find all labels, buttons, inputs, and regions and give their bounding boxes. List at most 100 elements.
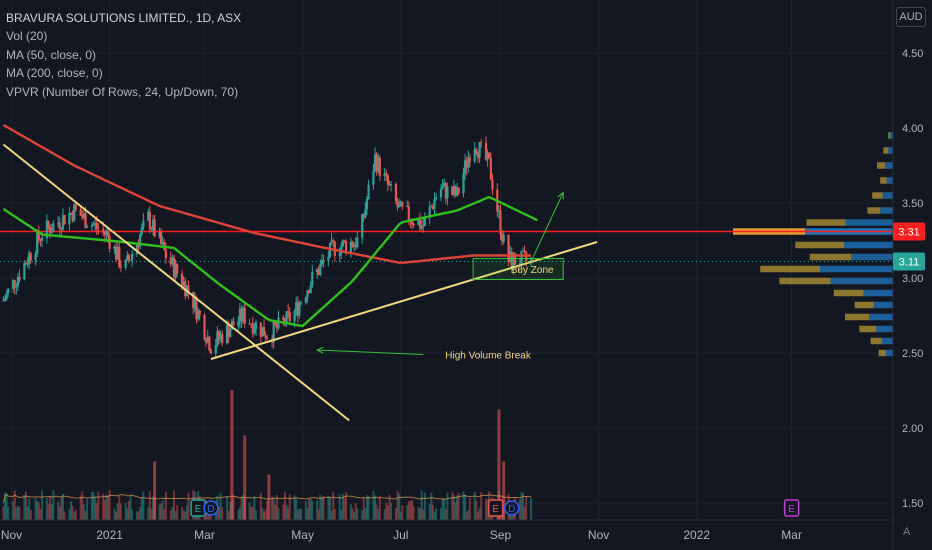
- candle-body: [52, 223, 55, 232]
- volume-bar: [478, 507, 481, 520]
- candle-body: [116, 247, 119, 260]
- x-tick-label: May: [291, 528, 314, 542]
- candle-body: [401, 201, 404, 207]
- legend-volume[interactable]: Vol (20): [6, 29, 48, 44]
- candle-body: [119, 266, 122, 268]
- volume-bar: [287, 507, 290, 520]
- volume-bar: [94, 497, 97, 520]
- volume-bar: [473, 492, 476, 520]
- candle-body: [309, 285, 312, 294]
- volume-bar: [95, 502, 98, 520]
- vpvr-bar-down: [867, 207, 881, 214]
- candle-body: [332, 240, 335, 242]
- volume-bar: [275, 495, 278, 520]
- vpvr-bar-down: [870, 337, 882, 345]
- candle-body: [95, 222, 98, 229]
- volume-bar: [108, 490, 111, 520]
- volume-bar: [430, 492, 433, 520]
- volume-bar: [456, 495, 459, 520]
- candle-body: [150, 229, 153, 231]
- volume-bar: [407, 501, 410, 520]
- volume-bar: [399, 511, 402, 520]
- candle-body: [84, 213, 87, 228]
- candle-body: [317, 269, 320, 275]
- resistance-line[interactable]: [0, 230, 893, 262]
- volume-bar: [185, 505, 188, 520]
- volume-bar: [232, 494, 235, 520]
- y-tick-label: 3.00: [902, 273, 923, 285]
- candle-body: [3, 298, 7, 301]
- volume-bar: [317, 509, 320, 520]
- candle-body: [106, 231, 110, 236]
- volume-bar: [58, 506, 61, 520]
- volume-bar: [419, 508, 422, 520]
- volume-bar: [411, 500, 414, 520]
- candle-body: [7, 288, 10, 293]
- drawings[interactable]: Buy Zone High Volume Break: [2, 143, 598, 422]
- candle-body: [37, 231, 40, 240]
- volume-average-line: [2, 493, 532, 503]
- currency-button[interactable]: AUD: [896, 7, 926, 27]
- volume-bar: [163, 508, 166, 520]
- volume-bar: [161, 500, 164, 520]
- volume-bar: [462, 491, 465, 520]
- volume-bar: [164, 491, 167, 520]
- volume-bar: [446, 492, 449, 520]
- candle-body: [398, 205, 401, 208]
- volume-bar: [288, 494, 291, 520]
- volume-bar: [525, 496, 528, 520]
- candle-body: [58, 222, 61, 229]
- volume-bar: [468, 498, 471, 520]
- volume-spike: [497, 409, 501, 520]
- candle-body: [205, 339, 208, 343]
- candle-body: [361, 214, 364, 238]
- volume-bar: [147, 507, 150, 520]
- volume-bar: [464, 495, 467, 520]
- volume-bar: [79, 495, 82, 520]
- volume-bar: [367, 495, 370, 520]
- volume-bar: [320, 497, 323, 520]
- candle-body: [467, 157, 470, 168]
- candle-body: [102, 228, 105, 232]
- volume-bar: [97, 491, 100, 520]
- candle-body: [446, 186, 449, 199]
- legend-vpvr[interactable]: VPVR (Number Of Rows, 24, Up/Down, 70): [6, 84, 239, 99]
- candle-body: [126, 255, 129, 261]
- legend-ma50[interactable]: MA (50, close, 0): [6, 47, 97, 62]
- volume-bar: [82, 504, 85, 520]
- volume-spike: [502, 461, 506, 520]
- candle-body: [396, 200, 399, 208]
- candle-body: [418, 219, 422, 229]
- volume-bar: [386, 505, 389, 520]
- auto-scale-button[interactable]: A: [903, 526, 911, 538]
- candle-body: [94, 222, 97, 225]
- volume-bar: [523, 506, 526, 520]
- candle-body: [399, 201, 402, 206]
- candle-body: [341, 240, 344, 247]
- candle-body: [322, 260, 325, 262]
- volume-bar: [71, 505, 74, 520]
- volume-bar: [105, 494, 108, 520]
- candle-body: [13, 280, 16, 288]
- candle-body: [439, 189, 443, 198]
- volume-bar: [364, 507, 367, 520]
- candle-body: [174, 263, 177, 278]
- event-marker-dividend: [203, 500, 219, 516]
- legend-title[interactable]: BRAVURA SOLUTIONS LIMITED., 1D, ASX: [6, 11, 242, 25]
- candle-body: [364, 208, 367, 218]
- legend-ma200[interactable]: MA (200, close, 0): [6, 66, 103, 81]
- volume-bar: [102, 493, 105, 520]
- volume-bar: [401, 505, 404, 520]
- volume-bar: [465, 511, 468, 520]
- candle-body: [242, 307, 245, 322]
- candle-body: [484, 142, 488, 160]
- candle-body: [248, 323, 251, 325]
- volume-bar: [81, 491, 84, 520]
- candle-body: [193, 297, 196, 309]
- volume-bar: [300, 508, 303, 520]
- volume-bar: [73, 511, 76, 520]
- volume-bar: [57, 501, 60, 520]
- volume-bar: [480, 492, 483, 520]
